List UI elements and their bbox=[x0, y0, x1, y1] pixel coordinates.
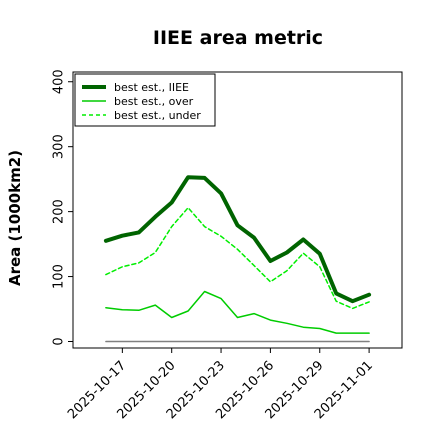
chart-title: IIEE area metric bbox=[153, 27, 323, 49]
y-tick-label: 400 bbox=[52, 69, 67, 94]
y-axis-label: Area (1000km2) bbox=[6, 150, 24, 286]
legend-label: best est., over bbox=[114, 95, 194, 108]
series-line-best-est-iiee bbox=[103, 175, 372, 304]
series-layer bbox=[103, 175, 372, 343]
y-tick-label: 300 bbox=[52, 134, 67, 159]
y-tick-label: 200 bbox=[52, 199, 67, 224]
y-tick-label: 0 bbox=[52, 337, 67, 345]
series-line-best-est-under bbox=[105, 206, 370, 310]
plot-frame bbox=[72, 71, 403, 349]
legend-label: best est., under bbox=[114, 109, 201, 122]
series-line-best-est-over bbox=[105, 290, 370, 334]
legend-label: best est., IIEE bbox=[114, 81, 189, 94]
y-tick-label: 100 bbox=[52, 264, 67, 289]
legend-box bbox=[74, 73, 216, 127]
